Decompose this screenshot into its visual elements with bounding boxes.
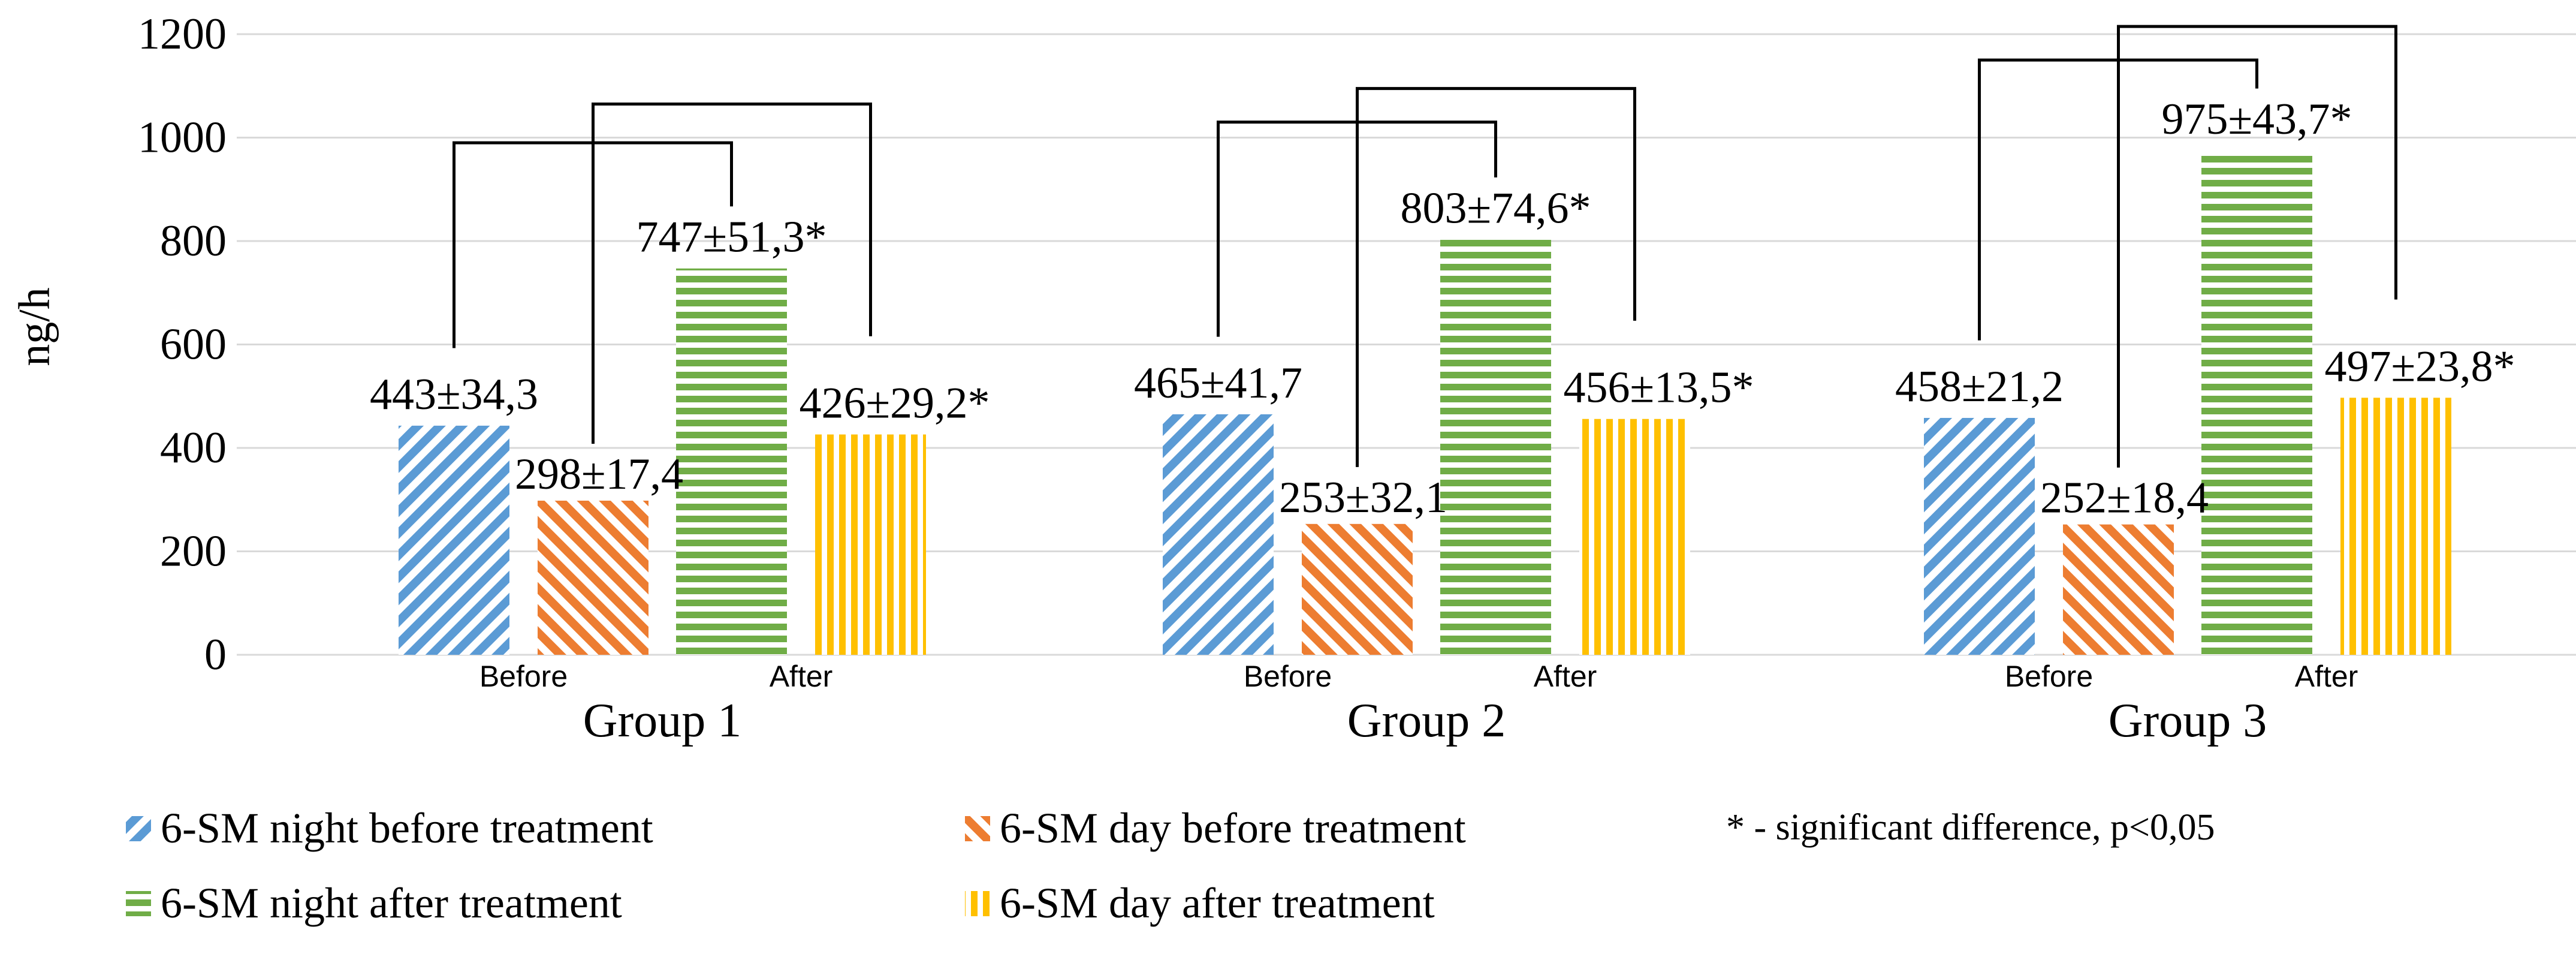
significance-bracket [1356, 87, 1636, 467]
significance-brackets [453, 25, 2397, 468]
bar [1924, 417, 2035, 655]
bar [1302, 523, 1413, 655]
bar [2201, 151, 2312, 655]
x-sublabel-before: Before [1244, 660, 1332, 693]
y-tick-label: 1000 [138, 113, 227, 162]
bar [1163, 414, 1274, 655]
group-label: Group 1 [583, 694, 741, 747]
legend-label: 6-SM day before treatment [1000, 804, 1466, 852]
legend-swatch [126, 891, 151, 916]
data-label: 803±74,6* [1400, 183, 1591, 233]
data-label: 426±29,2* [799, 379, 990, 428]
group-label: Group 3 [2109, 694, 2267, 747]
legend-label: 6-SM day after treatment [1000, 879, 1435, 927]
y-tick-label: 1200 [138, 10, 227, 59]
bar [2340, 398, 2451, 655]
data-label: 298±17,4 [515, 450, 683, 499]
data-label: 253±32,1 [1279, 473, 1447, 522]
bar [538, 500, 648, 655]
x-sublabel-after: After [2295, 660, 2358, 693]
legend-swatch [965, 816, 990, 841]
significance-note: * - significant difference, p<0,05 [1726, 807, 2215, 848]
legend: 6-SM night before treatment 6-SM day befo… [126, 804, 1466, 927]
x-sublabel-after: After [1534, 660, 1597, 693]
bar [815, 434, 926, 655]
y-tick-label: 0 [204, 630, 227, 679]
bar [1440, 239, 1551, 655]
legend-label: 6-SM night after treatment [161, 879, 622, 927]
data-label: 497±23,8* [2324, 342, 2515, 391]
data-label: 443±34,3 [370, 370, 538, 419]
y-tick-label: 400 [160, 423, 227, 473]
data-label: 458±21,2 [1895, 362, 2064, 411]
significance-bracket [2117, 25, 2397, 468]
data-label: 252±18,4 [2040, 474, 2209, 523]
legend-label: 6-SM night before treatment [161, 804, 653, 852]
y-tick-label: 200 [160, 527, 227, 576]
x-sublabel-before: Before [479, 660, 568, 693]
x-axis-labels: Before After Group 1 Before After Group 2 Befo… [479, 660, 2358, 747]
data-label: 456±13,5* [1563, 363, 1754, 413]
bar [1579, 419, 1690, 655]
x-sublabel-after: After [770, 660, 833, 693]
bar [676, 268, 787, 655]
y-tick-label: 800 [160, 216, 227, 266]
data-labels: 443±34,3 298±17,4 747±51,3* 426±29,2* 465±41… [370, 95, 2515, 523]
x-sublabel-before: Before [2005, 660, 2093, 693]
data-label: 465±41,7 [1134, 359, 1302, 408]
bars [399, 151, 2451, 655]
significance-bracket [592, 102, 872, 444]
group-label: Group 2 [1347, 694, 1506, 747]
y-axis-ticks: 0 200 400 600 800 1000 1200 [138, 10, 227, 679]
data-label: 975±43,7* [2161, 95, 2352, 144]
legend-swatch [965, 891, 990, 916]
y-axis-label: ng/h [10, 287, 59, 366]
bar [2063, 524, 2174, 655]
legend-swatch [126, 816, 151, 841]
data-label: 747±51,3* [636, 213, 827, 262]
bar [399, 425, 509, 655]
y-tick-label: 600 [160, 320, 227, 369]
